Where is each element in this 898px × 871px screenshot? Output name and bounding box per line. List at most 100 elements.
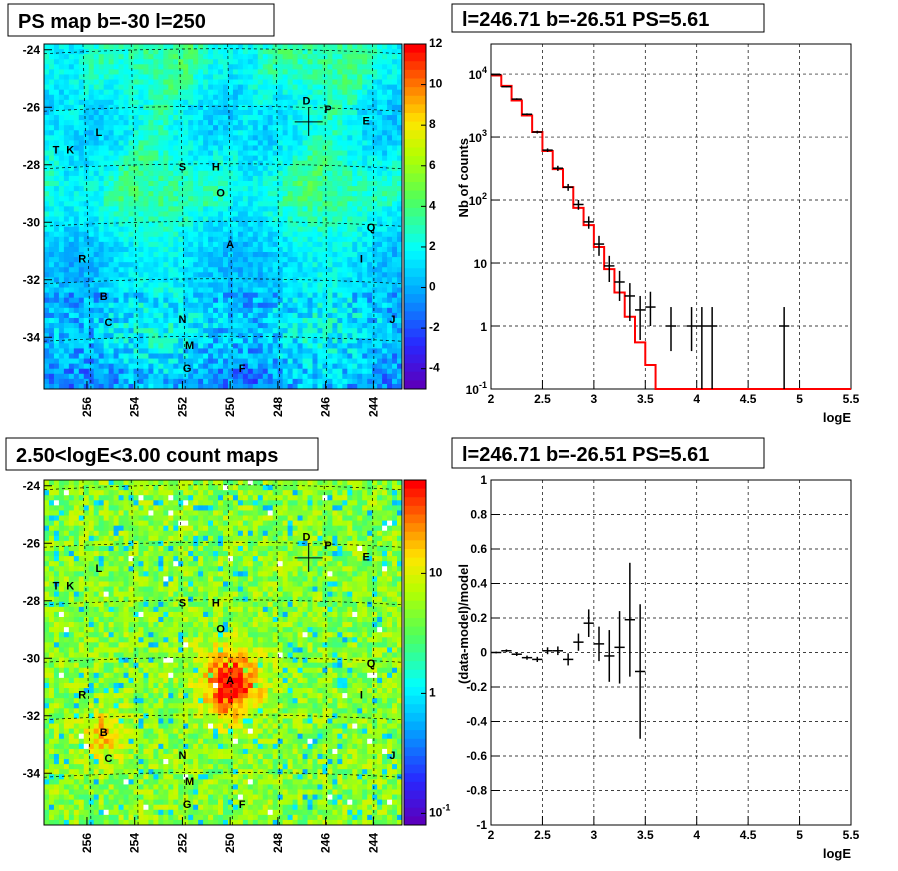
heatmap-cell xyxy=(88,353,95,359)
heatmap-cell xyxy=(208,221,214,228)
heatmap-cell xyxy=(133,99,139,106)
heatmap-cell xyxy=(58,383,65,390)
heatmap-cell xyxy=(163,89,169,96)
heatmap-cell xyxy=(118,353,124,359)
heatmap-cell xyxy=(93,231,100,238)
heatmap-cell xyxy=(208,231,214,238)
heatmap-cell xyxy=(322,211,328,217)
heatmap-cell xyxy=(143,69,149,75)
heatmap-cell xyxy=(232,145,239,151)
heatmap-cell xyxy=(203,74,209,80)
heatmap-cell xyxy=(237,130,244,136)
heatmap-cell xyxy=(168,59,174,65)
heatmap-cell xyxy=(138,236,144,243)
heatmap-cell xyxy=(292,353,298,359)
heatmap-cell xyxy=(123,191,129,197)
heatmap-cell xyxy=(58,109,65,116)
heatmap-cell xyxy=(292,94,298,101)
heatmap-cell xyxy=(193,328,199,334)
heatmap-cell xyxy=(277,115,284,121)
heatmap-cell xyxy=(272,135,279,141)
heatmap-cell xyxy=(382,170,388,177)
heatmap-cell xyxy=(282,317,289,324)
heatmap-cell xyxy=(153,262,159,268)
heatmap-cell xyxy=(377,282,383,288)
heatmap-cell xyxy=(282,125,289,131)
heatmap-cell xyxy=(193,125,199,131)
heatmap-cell xyxy=(93,89,100,96)
heatmap-cell xyxy=(242,277,249,283)
heatmap-cell xyxy=(392,297,398,304)
heatmap-cell xyxy=(227,74,234,80)
heatmap-cell xyxy=(232,246,239,253)
heatmap-cell xyxy=(223,307,229,314)
heatmap-cell xyxy=(317,287,323,293)
heatmap-cell xyxy=(257,135,264,141)
heatmap-cell xyxy=(113,145,119,151)
heatmap-cell xyxy=(392,383,398,390)
heatmap-cell xyxy=(322,363,328,370)
heatmap-cell xyxy=(307,99,313,106)
heatmap-cell xyxy=(63,353,70,359)
heatmap-cell xyxy=(133,267,139,273)
heatmap-cell xyxy=(282,99,289,106)
heatmap-cell xyxy=(128,109,134,116)
heatmap-cell xyxy=(193,135,199,141)
heatmap-cell xyxy=(237,201,244,207)
heatmap-cell xyxy=(392,373,398,380)
heatmap-cell xyxy=(297,94,303,101)
heatmap-cell xyxy=(357,69,363,75)
heatmap-cell xyxy=(257,206,264,212)
heatmap-cell xyxy=(83,135,90,141)
heatmap-cell xyxy=(232,49,239,55)
heatmap-cell xyxy=(337,44,343,50)
heatmap-cell xyxy=(387,368,393,375)
heatmap-cell xyxy=(397,125,403,131)
heatmap-cell xyxy=(103,180,110,187)
heatmap-cell xyxy=(193,348,199,354)
heatmap-cell xyxy=(133,206,139,212)
heatmap-cell xyxy=(267,145,274,151)
heatmap-cell xyxy=(327,246,333,253)
heatmap-cell xyxy=(148,262,154,268)
heatmap-cell xyxy=(367,246,373,253)
heatmap-cell xyxy=(232,120,239,126)
heatmap-cell xyxy=(158,196,164,202)
heatmap-cell xyxy=(203,277,209,283)
heatmap-cell xyxy=(347,216,353,222)
heatmap-cell xyxy=(267,297,274,304)
heatmap-cell xyxy=(108,196,115,202)
heatmap-cell xyxy=(237,257,244,263)
heatmap-cell xyxy=(397,140,403,146)
heatmap-cell xyxy=(53,302,60,309)
heatmap-cell xyxy=(232,160,239,167)
heatmap-cell xyxy=(352,130,358,136)
heatmap-cell xyxy=(352,317,358,324)
heatmap-cell xyxy=(88,69,95,75)
heatmap-cell xyxy=(223,282,229,288)
heatmap-cell xyxy=(252,216,259,222)
source-label-B: B xyxy=(100,291,108,303)
heatmap-cell xyxy=(392,54,398,60)
heatmap-cell xyxy=(203,150,209,157)
heatmap-cell xyxy=(218,175,224,182)
heatmap-cell xyxy=(267,252,274,258)
heatmap-cell xyxy=(168,343,174,349)
heatmap-cell xyxy=(98,196,105,202)
heatmap-cell xyxy=(108,155,115,162)
heatmap-cell xyxy=(68,383,75,390)
heatmap-cell xyxy=(158,109,164,116)
heatmap-cell xyxy=(118,44,124,50)
heatmap-cell xyxy=(357,282,363,288)
heatmap-cell xyxy=(347,165,353,172)
heatmap-cell xyxy=(232,89,239,96)
heatmap-cell xyxy=(287,373,294,380)
heatmap-cell xyxy=(44,115,50,121)
heatmap-cell xyxy=(322,59,328,65)
heatmap-cell xyxy=(302,267,308,273)
heatmap-cell xyxy=(277,282,284,288)
heatmap-cell xyxy=(133,348,139,354)
heatmap-cell xyxy=(262,160,269,167)
heatmap-cell xyxy=(213,99,219,106)
heatmap-cell xyxy=(342,231,348,238)
